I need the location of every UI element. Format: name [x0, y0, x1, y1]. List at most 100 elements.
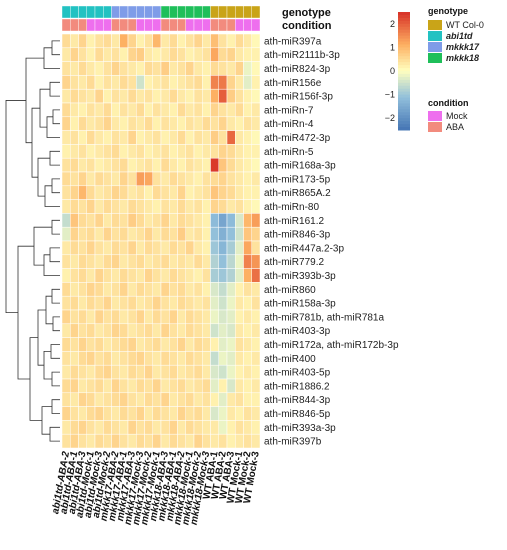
heatmap-cell — [218, 406, 228, 421]
heatmap-cell — [86, 268, 96, 283]
heatmap-cell — [103, 254, 112, 269]
heatmap-cell — [111, 420, 120, 435]
heatmap-cell — [136, 171, 145, 187]
heatmap-cell — [119, 157, 129, 173]
heatmap-cell — [193, 199, 203, 214]
heatmap-cell — [226, 33, 236, 49]
heatmap-cell — [86, 337, 96, 352]
heatmap-cell — [119, 33, 129, 49]
heatmap-cell — [152, 433, 162, 449]
heatmap-cell — [193, 351, 203, 366]
heatmap-cell — [78, 309, 87, 325]
heatmap-cell — [144, 130, 153, 145]
heatmap-cell — [169, 199, 178, 214]
genotype-track-cell — [152, 5, 162, 19]
color-scale-tick-label: −2 — [385, 113, 395, 123]
row-label: ath-miR472-3p — [264, 133, 331, 144]
heatmap-cell — [235, 157, 244, 173]
heatmap-cell — [70, 351, 79, 366]
heatmap-cell — [86, 351, 96, 366]
heatmap-cell — [193, 171, 203, 187]
heatmap-cell — [235, 47, 244, 62]
row-label: ath-miR168a-3p — [264, 161, 336, 172]
heatmap-cell — [94, 337, 104, 352]
condition-track-cell — [144, 18, 153, 32]
heatmap-cell — [144, 185, 153, 200]
heatmap-cell — [226, 116, 236, 131]
condition-track-label: condition — [282, 20, 332, 32]
heatmap-cell — [86, 199, 96, 214]
heatmap-cell — [177, 199, 186, 214]
heatmap-cell — [70, 144, 79, 159]
heatmap-cell — [144, 226, 153, 242]
heatmap-cell — [226, 213, 236, 228]
heatmap-cell — [103, 47, 112, 62]
row-label: ath-miR779.2 — [264, 257, 324, 268]
heatmap-cell — [210, 33, 219, 49]
heatmap-cell — [160, 282, 170, 297]
heatmap-cell — [103, 33, 112, 49]
heatmap-cell — [111, 240, 120, 256]
legend-genotype-label: abi1td — [446, 31, 473, 41]
heatmap-cell — [61, 420, 71, 435]
heatmap-cell — [218, 392, 228, 407]
condition-track-cell — [169, 18, 178, 32]
heatmap-cell — [177, 351, 186, 366]
heatmap-cell — [169, 323, 178, 338]
heatmap-cell — [119, 102, 129, 118]
heatmap-cell — [160, 47, 170, 62]
heatmap-cell — [218, 75, 228, 90]
heatmap-cell — [78, 102, 87, 118]
heatmap-cell — [127, 364, 137, 380]
heatmap-cell — [119, 240, 129, 256]
heatmap-cell — [103, 157, 112, 173]
heatmap-cell — [94, 268, 104, 283]
heatmap-cell — [127, 351, 137, 366]
heatmap-cell — [251, 282, 261, 297]
color-scale-step — [398, 20, 410, 25]
heatmap-cell — [235, 420, 244, 435]
heatmap-cell — [160, 130, 170, 145]
heatmap-cell — [160, 378, 170, 394]
heatmap-cell — [144, 351, 153, 366]
heatmap-cell — [185, 102, 195, 118]
heatmap-cell — [226, 364, 236, 380]
condition-track-cell — [210, 18, 219, 32]
heatmap-cell — [169, 185, 178, 200]
heatmap-cell — [70, 406, 79, 421]
heatmap-cell — [251, 420, 261, 435]
heatmap-cell — [160, 199, 170, 214]
heatmap-cell — [185, 33, 195, 49]
heatmap-cell — [144, 254, 153, 269]
heatmap-cell — [185, 392, 195, 407]
heatmap-cell — [210, 420, 219, 435]
heatmap-cell — [61, 75, 71, 90]
legend-condition-label: ABA — [446, 122, 464, 132]
condition-track-cell — [243, 18, 252, 32]
heatmap-cell — [210, 337, 219, 352]
heatmap-cell — [243, 102, 252, 118]
heatmap-cell — [111, 226, 120, 242]
color-scale-step — [398, 56, 410, 60]
heatmap-cell — [86, 171, 96, 187]
heatmap-cell — [127, 406, 137, 421]
heatmap-cell — [127, 420, 137, 435]
genotype-track-cell — [136, 5, 145, 19]
heatmap-cell — [218, 171, 228, 187]
color-scale-step — [398, 38, 410, 42]
heatmap-cell — [202, 61, 211, 76]
heatmap-cells — [61, 33, 261, 449]
heatmap-cell — [226, 47, 236, 62]
heatmap-cell — [243, 337, 252, 352]
heatmap-cell — [169, 433, 178, 449]
heatmap-cell — [127, 282, 137, 297]
heatmap-cell — [61, 33, 71, 49]
genotype-track-cell — [243, 5, 252, 19]
heatmap-cell — [251, 61, 261, 76]
heatmap-cell — [94, 295, 104, 311]
heatmap-cell — [185, 282, 195, 297]
color-scale-step — [398, 106, 410, 110]
heatmap-cell — [127, 337, 137, 352]
heatmap-cell — [61, 47, 71, 62]
row-label: ath-miR161.2 — [264, 216, 324, 227]
